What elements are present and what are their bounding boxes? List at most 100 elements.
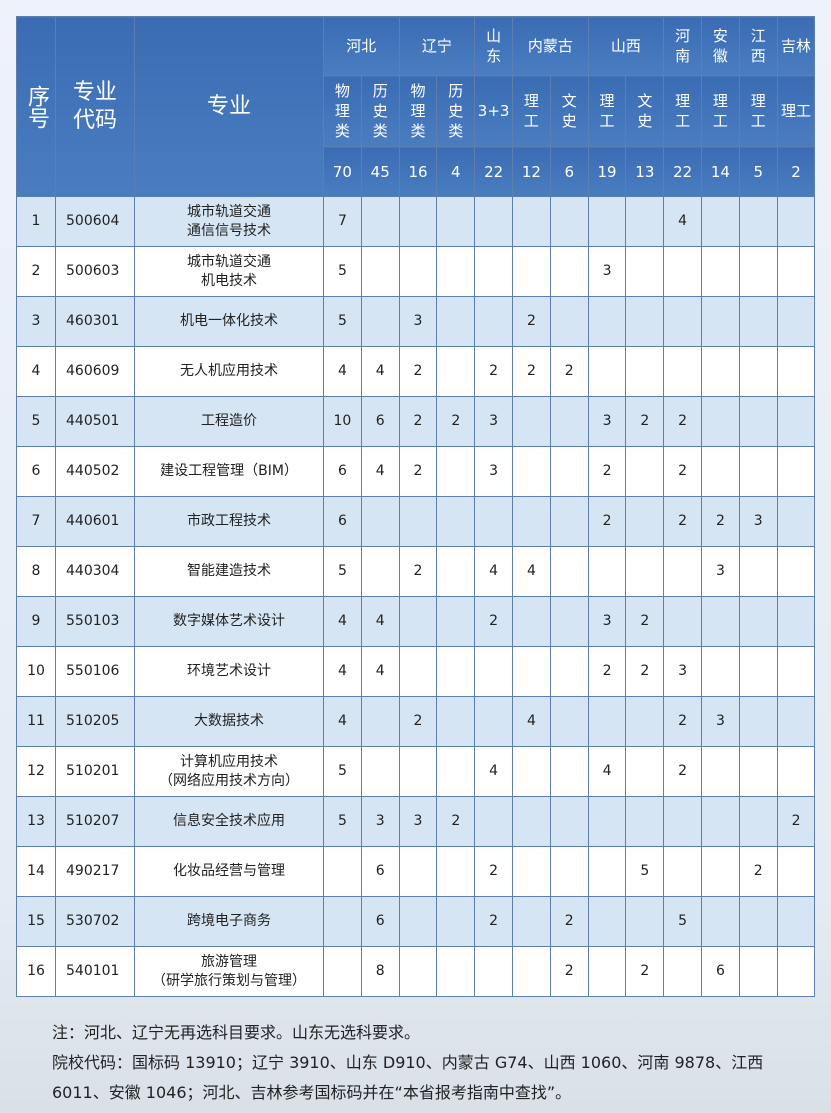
quota-cell: 2 <box>663 696 703 747</box>
row-seq: 8 <box>16 546 56 597</box>
quota-cell <box>587 296 627 347</box>
quota-cell: 2 <box>625 596 665 647</box>
quota-cell <box>512 796 551 847</box>
quota-cell <box>549 396 589 447</box>
quota-cell: 4 <box>360 596 400 647</box>
row-seq: 16 <box>16 946 56 997</box>
subject-header: 理工 <box>512 75 551 147</box>
quota-cell: 7 <box>323 196 362 247</box>
quota-cell: 4 <box>512 696 551 747</box>
quota-cell <box>398 746 438 797</box>
quota-cell: 2 <box>398 546 438 597</box>
row-seq: 3 <box>16 296 56 347</box>
quota-cell <box>436 346 476 397</box>
quota-cell: 2 <box>625 646 665 697</box>
quota-cell <box>549 446 589 497</box>
quota-cell <box>436 646 476 697</box>
table-row: 9 550103 数字媒体艺术设计 4 4 2 3 2 <box>16 596 816 647</box>
quota-cell: 2 <box>549 346 589 397</box>
quota-cell <box>776 546 816 597</box>
quota-cell: 3 <box>474 446 514 497</box>
quota-cell <box>512 246 551 297</box>
quota-cell <box>360 746 400 797</box>
quota-cell <box>738 296 778 347</box>
quota-cell <box>398 196 438 247</box>
quota-cell: 5 <box>323 796 362 847</box>
province-header: 辽宁 <box>398 16 476 76</box>
subject-header: 3+3 <box>474 75 514 147</box>
quota-cell: 3 <box>360 796 400 847</box>
quota-cell <box>512 196 551 247</box>
province-header: 吉林 <box>776 16 816 76</box>
quota-cell: 2 <box>625 396 665 447</box>
quota-cell: 2 <box>625 946 665 997</box>
quota-cell: 2 <box>549 946 589 997</box>
quota-cell <box>701 646 740 697</box>
row-code: 550106 <box>55 646 135 697</box>
quota-cell <box>776 896 816 947</box>
quota-cell: 6 <box>360 896 400 947</box>
subject-header: 历史类 <box>360 75 400 147</box>
quota-cell: 2 <box>512 296 551 347</box>
table-row: 5 440501 工程造价 10 6 2 2 3 3 2 2 <box>16 396 816 447</box>
table-row: 11 510205 大数据技术 4 2 4 2 3 <box>16 696 816 747</box>
province-header: 山东 <box>474 16 514 76</box>
quota-cell <box>625 496 665 547</box>
quota-cell <box>474 646 514 697</box>
row-major: 工程造价 <box>134 396 324 447</box>
province-header: 内蒙古 <box>512 16 589 76</box>
quota-cell: 2 <box>474 346 514 397</box>
quota-cell <box>549 696 589 747</box>
quota-cell: 2 <box>663 396 703 447</box>
quota-cell <box>474 796 514 847</box>
quota-total: 70 <box>323 146 362 197</box>
subject-header: 历史类 <box>436 75 476 147</box>
quota-cell <box>360 696 400 747</box>
quota-cell <box>701 246 740 297</box>
quota-cell <box>663 546 703 597</box>
note-subject-requirements: 注：河北、辽宁无再选科目要求。山东无选科要求。 <box>52 1023 421 1042</box>
quota-cell: 2 <box>549 896 589 947</box>
quota-cell <box>436 846 476 897</box>
quota-cell <box>360 546 400 597</box>
quota-cell: 2 <box>398 396 438 447</box>
quota-cell: 4 <box>663 196 703 247</box>
quota-cell: 3 <box>474 396 514 447</box>
row-code: 440502 <box>55 446 135 497</box>
quota-cell <box>436 196 476 247</box>
quota-cell: 6 <box>360 396 400 447</box>
notes: 注：河北、辽宁无再选科目要求。山东无选科要求。 院校代码：国标码 13910；辽… <box>22 1018 812 1108</box>
quota-cell <box>587 346 627 397</box>
quota-cell <box>701 746 740 797</box>
table-row: 13 510207 信息安全技术应用 5 3 3 2 2 <box>16 796 816 847</box>
quota-cell <box>738 446 778 497</box>
table-row: 15 530702 跨境电子商务 6 2 2 5 <box>16 896 816 947</box>
quota-cell <box>625 446 665 497</box>
quota-cell: 2 <box>587 446 627 497</box>
seq-header: 序号 <box>16 16 56 197</box>
quota-cell <box>738 946 778 997</box>
table-row: 1 500604 城市轨道交通 通信信号技术 7 4 <box>16 196 816 247</box>
quota-cell <box>587 946 627 997</box>
quota-cell <box>549 596 589 647</box>
quota-cell: 4 <box>323 346 362 397</box>
row-seq: 6 <box>16 446 56 497</box>
quota-cell <box>398 496 438 547</box>
table-row: 14 490217 化妆品经营与管理 6 2 5 2 <box>16 846 816 897</box>
quota-cell <box>436 446 476 497</box>
quota-cell <box>776 496 816 547</box>
quota-cell <box>663 946 703 997</box>
row-code: 530702 <box>55 896 135 947</box>
row-code: 460301 <box>55 296 135 347</box>
quota-cell <box>776 446 816 497</box>
quota-cell: 4 <box>587 746 627 797</box>
quota-cell <box>512 496 551 547</box>
quota-cell <box>474 696 514 747</box>
province-header: 安徽 <box>701 16 740 76</box>
quota-total: 14 <box>701 146 740 197</box>
quota-cell: 5 <box>323 296 362 347</box>
quota-cell <box>776 296 816 347</box>
quota-cell <box>776 196 816 247</box>
row-major: 数字媒体艺术设计 <box>134 596 324 647</box>
subject-header: 理工 <box>663 75 703 147</box>
